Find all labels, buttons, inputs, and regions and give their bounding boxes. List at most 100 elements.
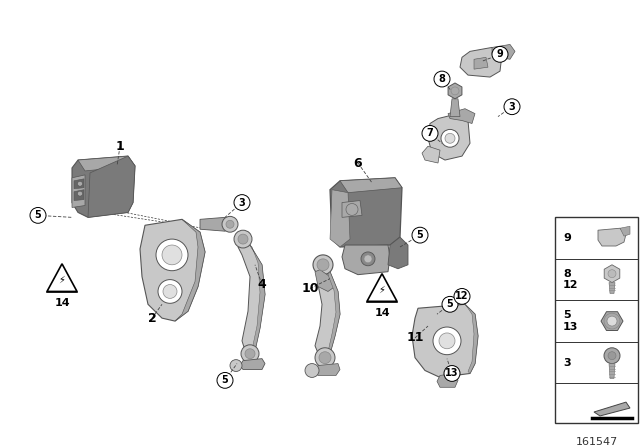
Polygon shape	[604, 265, 620, 283]
Circle shape	[492, 47, 508, 62]
Polygon shape	[342, 201, 362, 217]
Polygon shape	[140, 220, 205, 321]
Circle shape	[364, 255, 372, 263]
Circle shape	[444, 366, 460, 381]
Text: 5
13: 5 13	[563, 310, 579, 332]
Circle shape	[317, 259, 329, 271]
Polygon shape	[330, 178, 402, 247]
Polygon shape	[492, 44, 515, 59]
Text: 3: 3	[239, 198, 245, 207]
Polygon shape	[78, 156, 135, 171]
Circle shape	[162, 245, 182, 265]
Circle shape	[454, 289, 470, 304]
Text: 3: 3	[509, 102, 515, 112]
Polygon shape	[238, 245, 265, 354]
Circle shape	[608, 352, 616, 360]
Circle shape	[442, 297, 458, 312]
Polygon shape	[315, 270, 335, 292]
Polygon shape	[74, 190, 84, 201]
Text: 12: 12	[455, 291, 468, 302]
Text: 5: 5	[35, 211, 42, 220]
Polygon shape	[342, 245, 390, 275]
Polygon shape	[340, 178, 402, 193]
Circle shape	[441, 129, 459, 147]
Circle shape	[422, 125, 438, 141]
Circle shape	[30, 207, 46, 223]
Polygon shape	[250, 245, 265, 351]
Text: 1: 1	[116, 140, 124, 153]
Circle shape	[230, 360, 242, 371]
Text: 4: 4	[258, 278, 266, 291]
Circle shape	[241, 345, 259, 362]
Circle shape	[451, 87, 459, 95]
Circle shape	[158, 280, 182, 303]
Polygon shape	[388, 237, 408, 269]
Circle shape	[234, 230, 252, 248]
Polygon shape	[609, 364, 615, 379]
Circle shape	[361, 252, 375, 266]
Text: 5: 5	[221, 375, 228, 385]
Polygon shape	[428, 114, 470, 160]
Circle shape	[346, 203, 358, 215]
Text: 7: 7	[427, 129, 433, 138]
Polygon shape	[47, 264, 77, 292]
Circle shape	[319, 352, 331, 364]
Polygon shape	[200, 217, 228, 231]
Polygon shape	[448, 83, 462, 99]
Circle shape	[604, 348, 620, 364]
Circle shape	[226, 220, 234, 228]
Text: 9: 9	[497, 49, 504, 59]
Polygon shape	[460, 47, 502, 77]
Text: 11: 11	[406, 332, 424, 345]
Circle shape	[156, 239, 188, 271]
Text: 5: 5	[447, 299, 453, 309]
Bar	[555, 217, 638, 423]
Polygon shape	[450, 99, 460, 116]
Text: 8: 8	[438, 74, 445, 84]
Text: 13: 13	[445, 368, 459, 379]
Circle shape	[77, 191, 83, 196]
Circle shape	[222, 216, 238, 232]
Circle shape	[434, 71, 450, 87]
Polygon shape	[601, 312, 623, 331]
Text: 161547: 161547	[575, 437, 618, 447]
Circle shape	[313, 255, 333, 275]
Polygon shape	[72, 156, 135, 217]
Text: 14: 14	[374, 308, 390, 318]
Text: ⚡: ⚡	[59, 275, 65, 284]
Polygon shape	[598, 228, 626, 246]
Circle shape	[433, 327, 461, 355]
Polygon shape	[422, 146, 440, 163]
Circle shape	[445, 134, 455, 143]
Text: 6: 6	[354, 156, 362, 169]
Circle shape	[607, 316, 617, 326]
Circle shape	[412, 227, 428, 243]
Polygon shape	[72, 175, 85, 207]
Circle shape	[238, 234, 248, 244]
Text: 8
12: 8 12	[563, 269, 579, 290]
Polygon shape	[74, 179, 84, 189]
Polygon shape	[328, 271, 340, 354]
Circle shape	[504, 99, 520, 115]
Text: 2: 2	[148, 312, 156, 325]
Polygon shape	[412, 304, 478, 377]
Polygon shape	[609, 283, 615, 293]
Circle shape	[305, 364, 319, 377]
Polygon shape	[620, 226, 630, 236]
Polygon shape	[330, 190, 350, 247]
Circle shape	[77, 181, 83, 186]
Circle shape	[217, 372, 233, 388]
Polygon shape	[315, 271, 340, 358]
Polygon shape	[315, 364, 340, 375]
Circle shape	[315, 348, 335, 367]
Text: ⚡: ⚡	[379, 284, 385, 294]
Circle shape	[439, 333, 455, 349]
Polygon shape	[474, 57, 488, 69]
Text: 9: 9	[563, 233, 571, 243]
Circle shape	[608, 270, 616, 278]
Polygon shape	[437, 374, 458, 387]
Text: 10: 10	[301, 282, 319, 295]
Text: 5: 5	[417, 230, 424, 240]
Circle shape	[163, 284, 177, 298]
Polygon shape	[367, 274, 397, 302]
